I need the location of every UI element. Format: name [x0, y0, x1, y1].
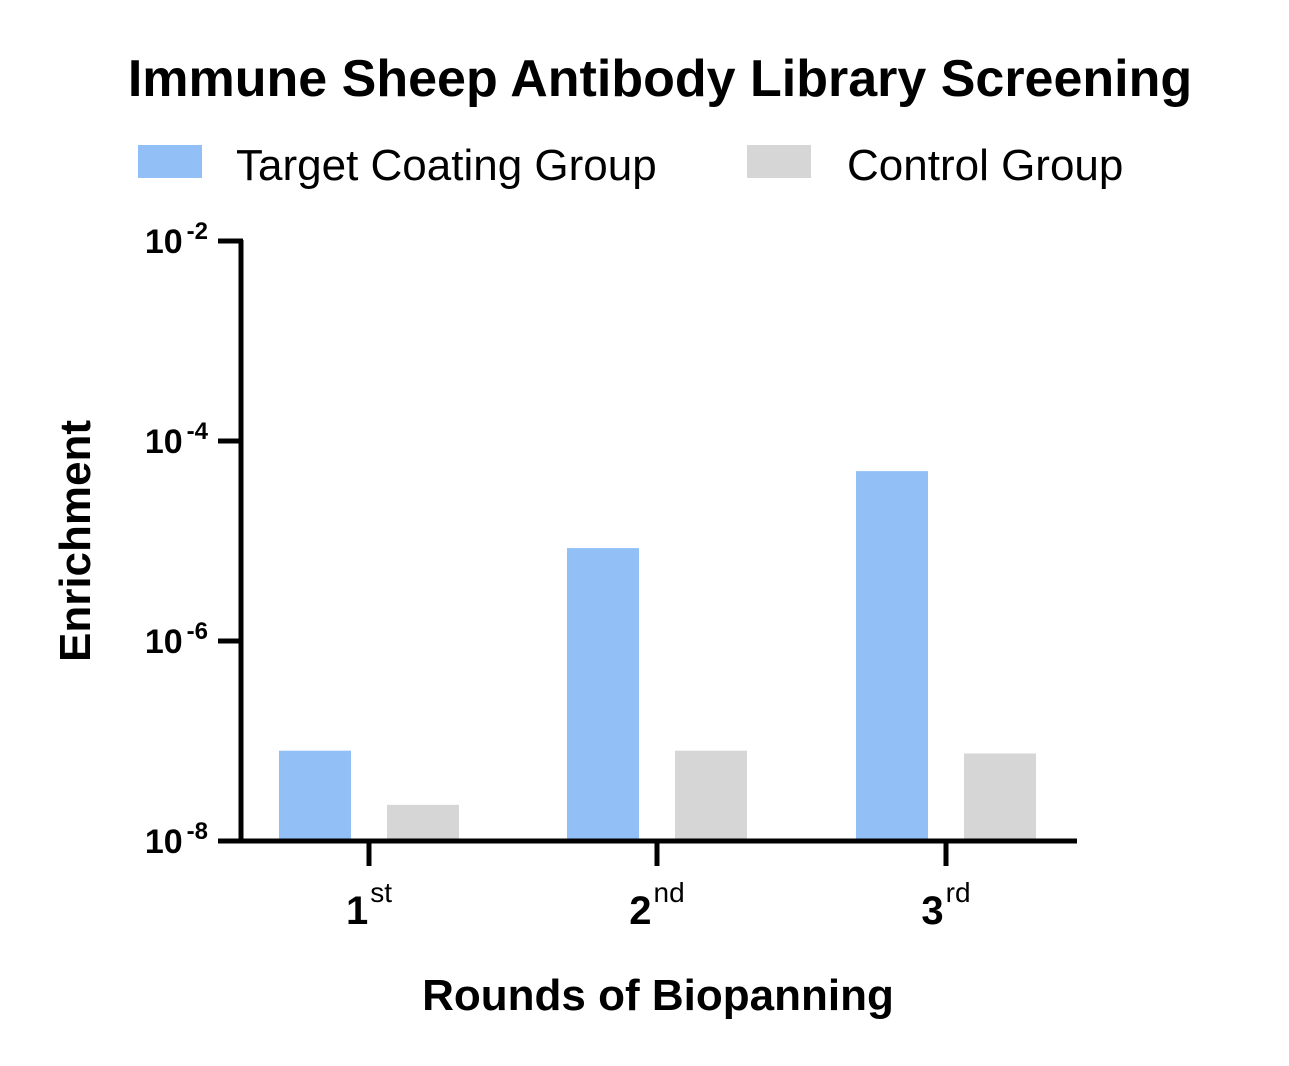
- x-ticks-group: 1st 2nd 3rd: [346, 841, 971, 933]
- legend-label-target: Target Coating Group: [236, 141, 657, 190]
- bar-control-3: [964, 753, 1036, 841]
- bar-control-2: [675, 750, 747, 841]
- bar-target-2: [567, 548, 639, 841]
- y-axis-title: Enrichment: [51, 420, 100, 662]
- x-tick-label: 2nd: [629, 877, 684, 933]
- legend-swatch-target: [138, 145, 202, 178]
- legend-swatch-control: [747, 145, 811, 178]
- y-ticks-group: 10-2 10-4 10-6 10-8: [145, 218, 243, 861]
- y-tick-label: 10 -6: [145, 618, 208, 661]
- bar-control-1: [387, 804, 459, 841]
- y-tick-label: 10 -4: [145, 418, 209, 461]
- y-tick-label: 10 -8: [145, 818, 208, 861]
- axes: [218, 240, 1077, 844]
- y-tick-label: 10 -2: [145, 218, 208, 261]
- bar-target-3: [856, 471, 928, 841]
- legend-label-control: Control Group: [847, 141, 1123, 190]
- legend: Target Coating Group Control Group: [138, 141, 1123, 190]
- x-axis-title: Rounds of Biopanning: [422, 971, 894, 1020]
- bar-target-1: [279, 750, 351, 841]
- chart-title: Immune Sheep Antibody Library Screening: [128, 50, 1192, 108]
- x-tick-label: 1st: [346, 877, 392, 933]
- x-tick-label: 3rd: [921, 877, 970, 933]
- bars-group: [279, 471, 1036, 841]
